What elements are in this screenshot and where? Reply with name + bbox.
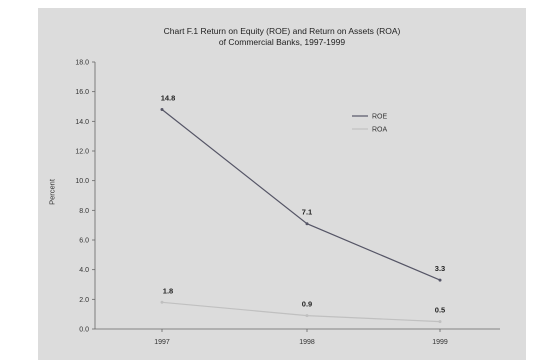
chart-title: Chart F.1 Return on Equity (ROE) and Ret…	[163, 26, 401, 36]
legend-label-roa: ROA	[372, 127, 388, 134]
data-label-roe: 3.3	[435, 264, 445, 273]
data-label-roe: 7.1	[302, 208, 312, 217]
data-point-roa	[305, 314, 309, 318]
data-label-roa: 0.9	[302, 300, 312, 309]
series-line-roe	[161, 109, 441, 281]
y-tick-label: 14.0	[75, 119, 89, 126]
y-tick-label: 8.0	[79, 208, 89, 215]
data-point-roe	[160, 108, 164, 111]
y-tick-label: 4.0	[79, 267, 89, 274]
x-tick-label: 1999	[432, 339, 448, 346]
y-tick-label: 18.0	[75, 60, 89, 67]
data-label-roa: 1.8	[163, 286, 173, 295]
chart-frame	[38, 8, 526, 360]
y-tick-label: 12.0	[75, 149, 89, 156]
data-point-roa	[438, 320, 442, 324]
y-tick-label: 2.0	[79, 297, 89, 304]
data-point-roe	[305, 222, 309, 226]
data-label-roe: 14.8	[161, 94, 176, 103]
y-tick-label: 10.0	[75, 178, 89, 185]
x-tick-label: 1998	[299, 339, 315, 346]
data-label-roa: 0.5	[435, 306, 445, 315]
data-point-roa	[160, 300, 164, 304]
chart-subtitle: of Commercial Banks, 1997-1999	[218, 37, 346, 47]
y-tick-label: 0.0	[79, 327, 89, 334]
y-tick-label: 16.0	[75, 89, 89, 96]
x-tick-label: 1997	[154, 339, 170, 346]
data-point-roe	[438, 278, 442, 282]
legend-label-roe: ROE	[372, 114, 388, 121]
y-tick-label: 6.0	[79, 238, 89, 245]
